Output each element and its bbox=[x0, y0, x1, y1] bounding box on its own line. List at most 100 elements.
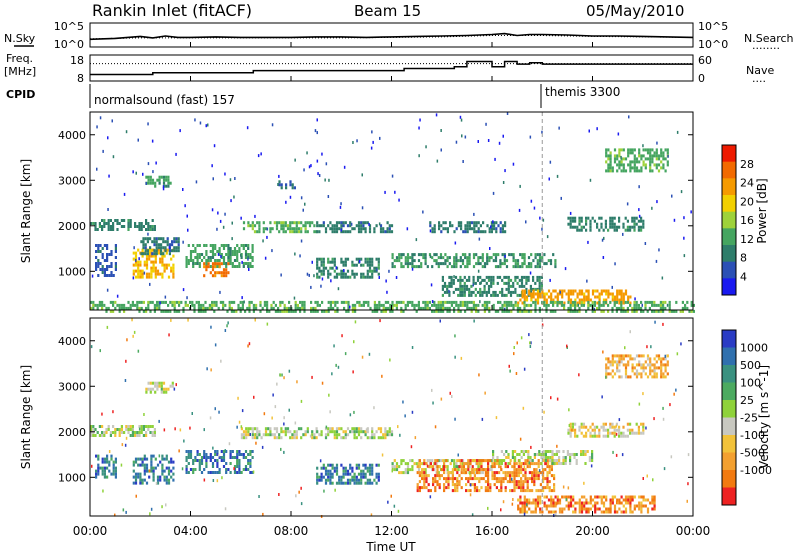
power-plot-cell bbox=[532, 289, 535, 293]
vel-plot-cell bbox=[525, 498, 529, 502]
vel-plot-cell bbox=[487, 483, 490, 487]
vel-plot-cell bbox=[360, 427, 363, 431]
vel-plot-cell bbox=[513, 477, 516, 481]
power-plot-cell bbox=[633, 166, 636, 170]
date-title: 05/May/2010 bbox=[586, 2, 684, 20]
vel-plot-cell bbox=[306, 427, 309, 431]
power-plot-cell bbox=[106, 265, 109, 268]
vel-plot-cell bbox=[484, 480, 487, 484]
power-plot-cell bbox=[631, 151, 634, 155]
power-plot-cell bbox=[523, 298, 526, 302]
power-plot-cell bbox=[236, 265, 239, 268]
power-plot-cell bbox=[112, 228, 115, 231]
vel-plot-cell bbox=[528, 507, 531, 511]
cpid-program-2: themis 3300 bbox=[545, 85, 620, 99]
power-plot-cell bbox=[657, 309, 660, 313]
power-plot-cell bbox=[464, 309, 467, 313]
vel-plot-scatter-cell bbox=[642, 392, 644, 396]
power-plot-cell bbox=[479, 290, 482, 294]
power-plot-cell bbox=[165, 175, 168, 179]
power-plot-cell bbox=[616, 289, 619, 293]
vel-plot-cell bbox=[209, 453, 212, 456]
power-plot-cell bbox=[388, 224, 391, 228]
vel-plot-cell bbox=[189, 450, 193, 453]
vel-plot-scatter-cell bbox=[125, 510, 127, 514]
power-plot-cell bbox=[538, 262, 542, 266]
power-plot-cell bbox=[146, 240, 149, 244]
vel-plot-cell bbox=[335, 481, 339, 485]
power-plot-cell bbox=[589, 303, 592, 307]
vel-plot-cell bbox=[137, 472, 140, 476]
power-plot-cell bbox=[460, 224, 463, 228]
power-plot-cell bbox=[536, 298, 540, 302]
vel-plot-cell bbox=[574, 501, 577, 505]
vel-plot-cell bbox=[172, 460, 175, 464]
power-plot-cell bbox=[384, 306, 387, 310]
power-plot-cell bbox=[185, 259, 188, 262]
vel-plot-cell bbox=[316, 430, 319, 434]
vel-plot-cell bbox=[95, 475, 98, 479]
vel-plot-cell bbox=[587, 501, 590, 505]
power-plot-scatter-cell bbox=[207, 123, 209, 127]
vel-plot-cell bbox=[484, 468, 487, 472]
power-plot-cell bbox=[378, 306, 381, 310]
power-plot-scatter-cell bbox=[220, 255, 222, 259]
power-plot-cell bbox=[285, 309, 288, 313]
vel-plot-cell bbox=[192, 468, 195, 471]
vel-plot-cell bbox=[242, 433, 246, 437]
power-plot-cell bbox=[460, 227, 463, 231]
vel-plot-cell bbox=[373, 478, 376, 482]
vel-plot-cell bbox=[605, 495, 608, 499]
vel-plot-cell bbox=[449, 477, 452, 481]
vel-plot-cell bbox=[552, 504, 555, 508]
power-plot-cell bbox=[655, 148, 658, 152]
power-plot-cell bbox=[585, 219, 588, 223]
vel-plot-cell bbox=[495, 471, 498, 475]
vel-plot-cell bbox=[611, 369, 614, 373]
power-plot-scatter-cell bbox=[673, 218, 676, 222]
vel-plot-cell bbox=[655, 354, 658, 358]
vel-plot-cell bbox=[490, 468, 493, 472]
power-plot-scatter-cell bbox=[321, 152, 323, 156]
vel-plot-cell bbox=[362, 469, 365, 473]
power-plot-cell bbox=[149, 178, 152, 182]
power-plot-cell bbox=[464, 256, 467, 260]
power-plot-cell bbox=[593, 300, 596, 304]
power-plot-cell bbox=[514, 303, 517, 307]
vel-plot-cell bbox=[434, 462, 437, 466]
vel-plot-cell bbox=[139, 472, 142, 476]
power-plot-cell bbox=[247, 262, 250, 265]
power-plot-cell bbox=[468, 259, 471, 263]
power-plot-scatter-cell bbox=[429, 255, 432, 259]
vel-plot-cell bbox=[214, 453, 217, 456]
power-plot-cell bbox=[180, 300, 183, 304]
power-plot-cell bbox=[353, 272, 356, 276]
power-plot-cell bbox=[327, 272, 330, 276]
power-plot-cell bbox=[690, 300, 693, 304]
power-plot-cell bbox=[247, 256, 250, 259]
power-plot-cell bbox=[523, 292, 526, 296]
vel-plot-cell bbox=[653, 369, 656, 373]
power-plot-cell bbox=[351, 227, 354, 231]
vel-plot-cell bbox=[640, 363, 643, 367]
vel-plot-cell bbox=[582, 434, 585, 438]
vel-plot-cell bbox=[520, 477, 523, 481]
vel-plot-cell bbox=[547, 462, 550, 465]
vel-plot-cell bbox=[456, 480, 459, 484]
power-plot-cell bbox=[613, 157, 617, 161]
vel-plot-cell bbox=[313, 436, 316, 440]
power-plot-cell bbox=[633, 228, 636, 232]
power-plot-cell bbox=[172, 275, 175, 279]
vel-plot-cell bbox=[167, 387, 170, 391]
vel-plot-cell bbox=[320, 475, 323, 479]
vel-plot-cell bbox=[249, 427, 252, 431]
power-plot-cell bbox=[468, 253, 471, 257]
power-plot-cell bbox=[103, 219, 106, 222]
power-plot-cell bbox=[301, 303, 304, 307]
vel-plot-cell bbox=[360, 436, 363, 440]
power-plot-cell bbox=[303, 306, 306, 310]
power-plot-scatter-cell bbox=[530, 199, 533, 203]
vel-plot-cell bbox=[456, 477, 459, 481]
power-plot-scatter-cell bbox=[473, 212, 475, 216]
